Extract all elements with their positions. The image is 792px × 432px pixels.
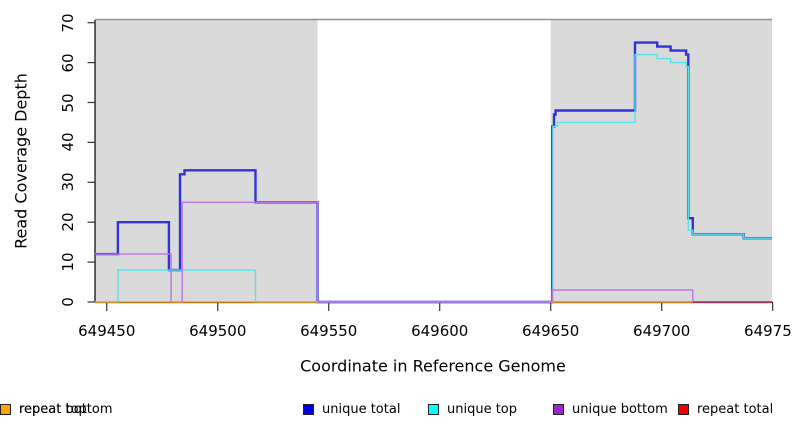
legend-item-repeat-bottom: repeat bottom	[0, 402, 113, 417]
repeat-total-swatch	[678, 404, 689, 415]
y-tick-label: 30	[59, 172, 77, 192]
legend-label: repeat top	[19, 402, 87, 417]
series-line-unique-top	[95, 53, 772, 303]
x-tick-label: 649650	[522, 322, 580, 340]
y-tick-label: 0	[59, 297, 77, 307]
y-tick-label: 70	[59, 13, 77, 33]
legend-label: repeat total	[697, 402, 774, 417]
shaded-region	[317, 20, 551, 303]
legend-label: unique bottom	[572, 402, 668, 417]
legend-label: unique top	[447, 402, 518, 417]
legend-label: unique total	[322, 402, 401, 417]
shaded-region	[550, 20, 772, 303]
series-line-unique-bottom	[95, 201, 772, 303]
x-tick-label: 649550	[300, 322, 358, 340]
y-tick-label: 60	[59, 53, 77, 73]
legend-item-unique-top: unique top	[428, 402, 517, 417]
repeat-bottom-swatch	[0, 404, 11, 415]
y-tick-label: 50	[59, 92, 77, 113]
shaded-region	[95, 20, 318, 303]
legend-item-unique-bottom: unique bottom	[553, 402, 668, 417]
x-tick-label: 649450	[78, 322, 136, 340]
unique-bottom-swatch	[553, 404, 564, 415]
x-tick-label: 649700	[633, 322, 691, 340]
y-tick-label: 20	[59, 212, 77, 232]
x-tick-label: 649600	[411, 322, 469, 340]
unique-total-swatch	[303, 404, 314, 415]
unique-top-swatch	[428, 404, 439, 415]
legend-item-repeat-total: repeat total	[678, 402, 773, 417]
x-axis-title: Coordinate in Reference Genome	[300, 356, 566, 376]
legend-label: repeat bottom	[19, 402, 113, 417]
y-axis-title: Read Coverage Depth	[11, 73, 31, 249]
y-tick-label: 10	[59, 252, 77, 272]
x-tick-label: 649500	[189, 322, 247, 340]
legend-item-unique-total: unique total	[303, 402, 400, 417]
y-tick-label: 40	[59, 132, 77, 152]
